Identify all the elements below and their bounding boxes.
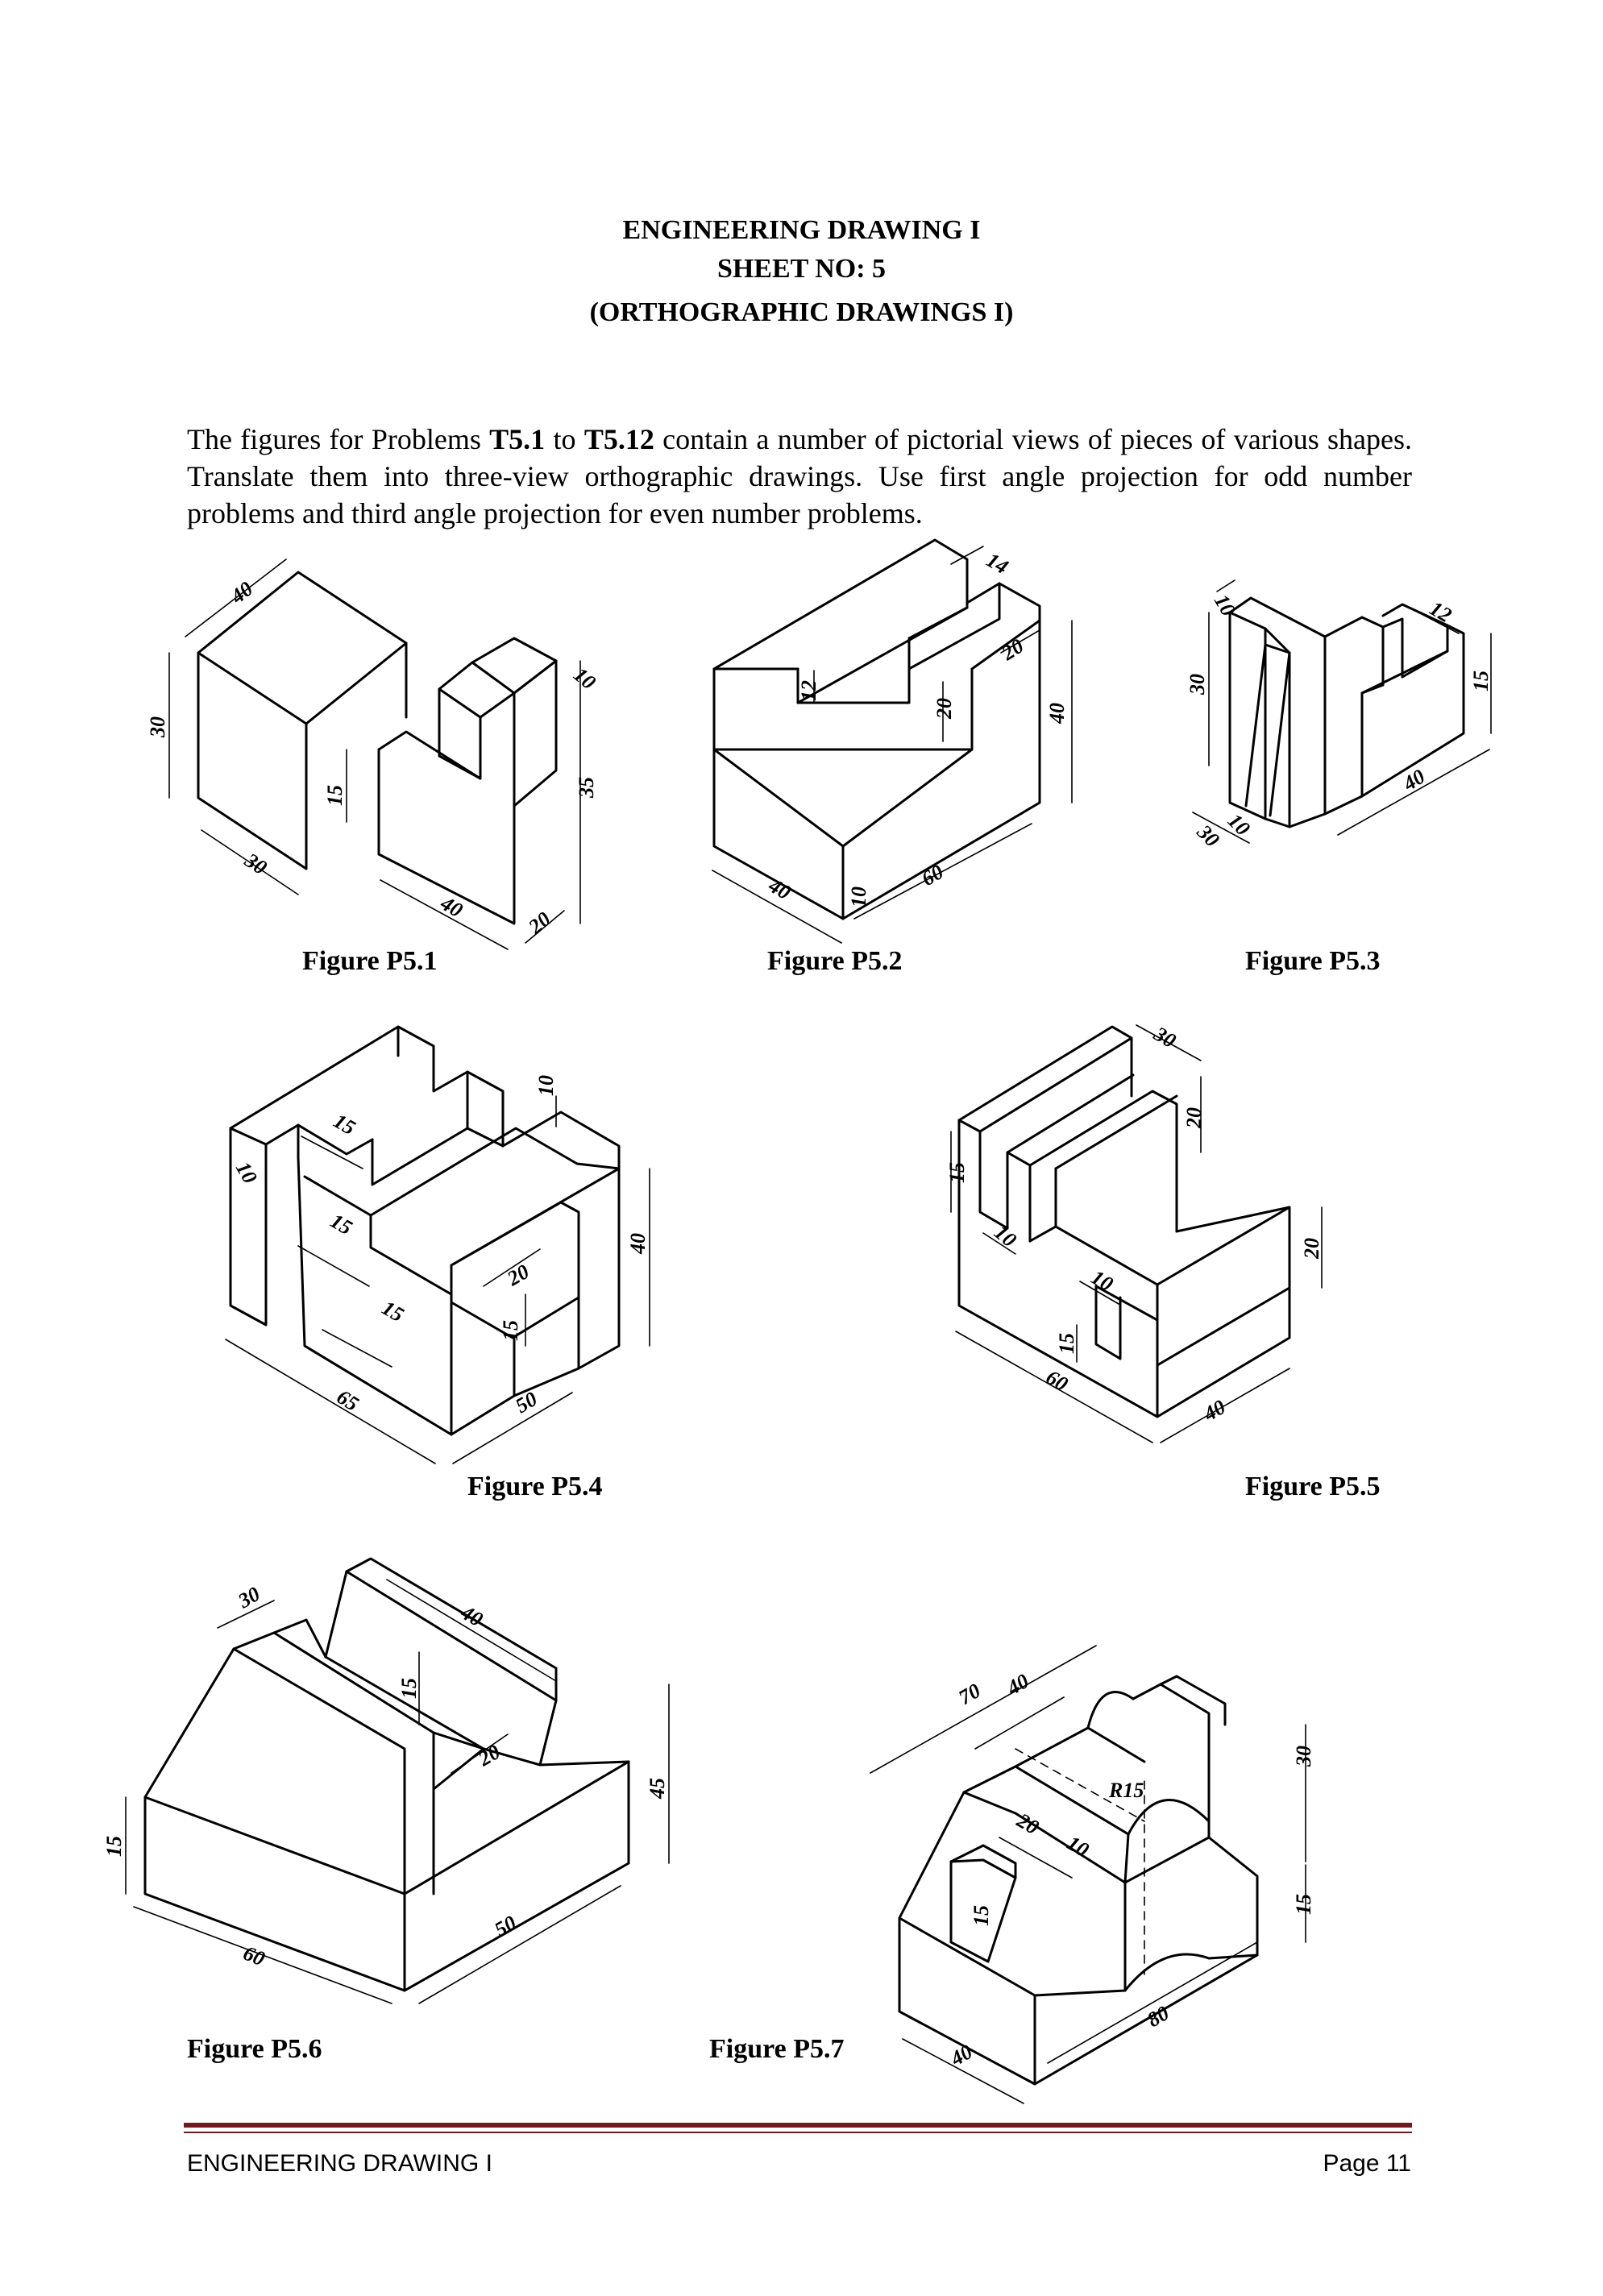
p57-dim-5: 20 — [1012, 1808, 1043, 1840]
p56-dim-6: 45 — [646, 1778, 669, 1800]
p54-dim-7: 20 — [503, 1260, 534, 1291]
p54-dim-5: 40 — [626, 1233, 650, 1255]
p55-dim-7: 15 — [1055, 1333, 1078, 1354]
p51-dim-3: 30 — [240, 848, 271, 879]
p57-dim-1: 70 — [955, 1679, 985, 1709]
p56-dim-5: 15 — [102, 1836, 126, 1857]
p55-dim-8: 60 — [1042, 1365, 1072, 1396]
footer-rule-thick — [184, 2123, 1412, 2128]
p57-dim-4: 30 — [1292, 1746, 1315, 1767]
p53-dim-2: 30 — [1186, 674, 1209, 695]
p54-dim-3: 10 — [534, 1075, 558, 1096]
figure-p5-7-caption: Figure P5.7 — [709, 2034, 845, 2064]
header-subtitle: (ORTHOGRAPHIC DRAWINGS I) — [589, 297, 1014, 327]
p52-dim-2: 12 — [797, 680, 820, 701]
intro-text-2: to — [545, 423, 584, 455]
intro-paragraph: The figures for Problems T5.1 to T5.12 c… — [187, 421, 1412, 532]
figure-p5-5-caption: Figure P5.5 — [1245, 1472, 1381, 1501]
figure-p5-2-drawing: 14 12 20 20 40 40 10 60 — [712, 538, 1073, 944]
p51-dim-4: 15 — [323, 785, 347, 806]
p51-dim-2: 30 — [146, 716, 169, 738]
p57-dim-6: 10 — [1063, 1831, 1093, 1862]
p51-dim-6: 20 — [523, 907, 554, 940]
p52-dim-1: 14 — [982, 548, 1012, 579]
p56-dim-3: 15 — [397, 1678, 421, 1699]
p55-dim-6: 20 — [1300, 1238, 1323, 1260]
intro-text-3: contain a number of pictorial views of p… — [187, 423, 1412, 529]
p51-dim-1: 40 — [226, 577, 257, 608]
figure-p5-1-caption: Figure P5.1 — [302, 946, 438, 976]
p55-dim-2: 20 — [1182, 1107, 1206, 1129]
figure-p5-4-drawing: 15 10 10 15 40 15 20 15 65 50 — [225, 1025, 650, 1464]
p57-dim-10: 40 — [946, 2040, 977, 2071]
figure-p5-2-caption: Figure P5.2 — [767, 946, 903, 976]
p56-dim-1: 30 — [234, 1582, 264, 1613]
figure-p5-7-drawing: 70 40 R15 30 20 10 15 15 80 40 — [870, 1645, 1315, 2104]
p55-dim-5: 10 — [1087, 1265, 1117, 1296]
figure-p5-1-drawing: 40 30 30 15 40 20 35 10 — [146, 558, 600, 950]
intro-text-1: The figures for Problems — [187, 423, 490, 455]
p55-dim-3: 15 — [945, 1162, 969, 1183]
intro-problem-start: T5.1 — [489, 423, 546, 455]
p54-dim-6: 15 — [378, 1296, 408, 1327]
p53-dim-4: 15 — [1469, 671, 1493, 691]
intro-problem-end: T5.12 — [583, 423, 654, 455]
p57-dim-7: 15 — [970, 1905, 993, 1926]
p56-dim-2: 40 — [456, 1601, 487, 1632]
p52-dim-4: 20 — [997, 634, 1028, 666]
p51-dim-7: 35 — [575, 777, 598, 799]
footer-rule-thin — [184, 2132, 1412, 2133]
p53-dim-3: 12 — [1426, 596, 1456, 627]
header-title: ENGINEERING DRAWING I — [622, 215, 981, 245]
p57-dim-3: R15 — [1108, 1779, 1144, 1802]
p55-dim-9: 40 — [1199, 1395, 1230, 1426]
p52-dim-5: 40 — [1045, 703, 1069, 725]
p54-dim-8: 15 — [499, 1320, 522, 1341]
p54-dim-2: 10 — [231, 1158, 262, 1188]
p54-dim-9: 65 — [333, 1385, 363, 1415]
footer-title: ENGINEERING DRAWING I — [187, 2150, 492, 2177]
figure-p5-4-caption: Figure P5.4 — [467, 1472, 603, 1501]
p52-dim-3: 20 — [932, 698, 956, 720]
p52-dim-7: 10 — [847, 886, 870, 907]
p57-dim-8: 15 — [1292, 1894, 1315, 1915]
footer-page-number: Page 11 — [1323, 2150, 1411, 2177]
figure-p5-6-caption: Figure P5.6 — [187, 2034, 322, 2064]
figure-p5-5-drawing: 30 20 15 10 10 20 15 60 40 — [945, 1022, 1323, 1443]
figure-p5-6-drawing: 30 40 15 20 15 45 50 60 — [102, 1557, 670, 2004]
p53-dim-6: 30 — [1192, 820, 1224, 852]
p54-dim-4: 15 — [326, 1209, 356, 1239]
header-sheet-number: SHEET NO: 5 — [716, 254, 887, 284]
p56-dim-7: 50 — [491, 1911, 521, 1941]
p56-dim-8: 60 — [240, 1941, 268, 1971]
p55-dim-4: 10 — [990, 1220, 1021, 1252]
p53-dim-5: 40 — [1398, 765, 1429, 796]
p52-dim-8: 60 — [918, 860, 948, 891]
p55-dim-1: 30 — [1149, 1022, 1180, 1053]
p51-dim-8: 10 — [569, 662, 600, 694]
p54-dim-1: 15 — [330, 1109, 359, 1140]
figure-p5-3-caption: Figure P5.3 — [1245, 946, 1381, 976]
p53-dim-7: 10 — [1223, 809, 1255, 841]
figure-p5-3-drawing: 10 30 12 15 40 30 10 — [1186, 579, 1493, 852]
